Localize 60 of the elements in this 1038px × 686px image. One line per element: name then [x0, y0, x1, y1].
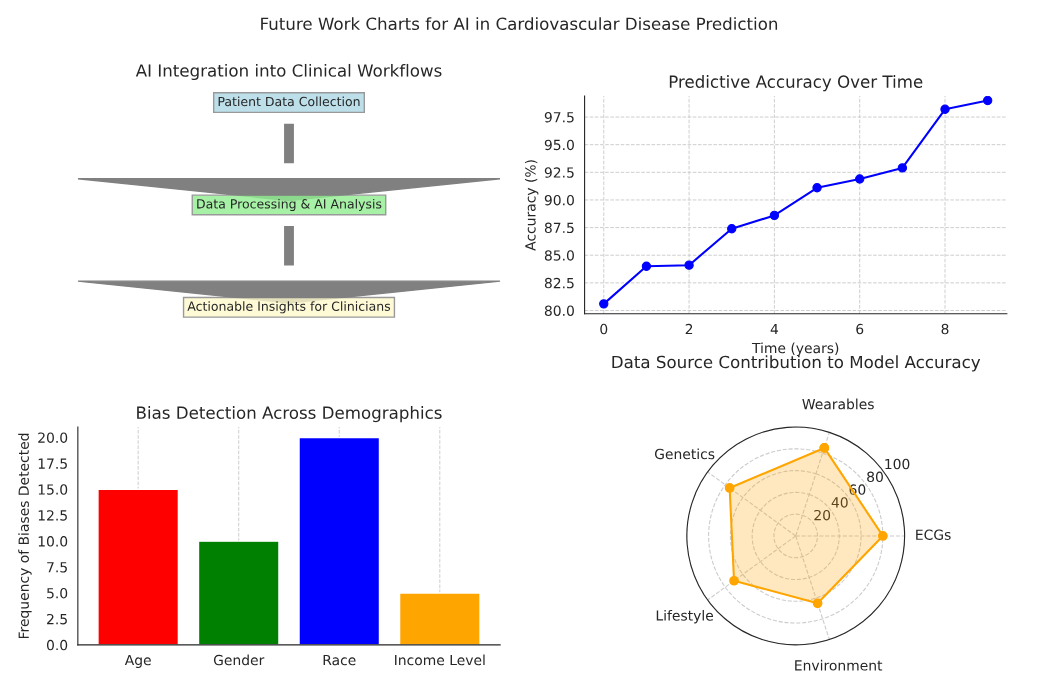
bar [398, 592, 481, 645]
chart-title: Bias Detection Across Demographics [137, 406, 442, 423]
y-tick-label: 100 [885, 458, 910, 470]
y-tick-label: 85.0 [544, 250, 574, 261]
chart-title: Predictive Accuracy Over Time [669, 75, 923, 92]
text: Future Work Charts for AI in Cardiovascular Disease Prediction [261, 17, 778, 31]
text: Actionable Insights for Clinicians [187, 301, 391, 314]
point [684, 260, 694, 270]
spoke-label: Lifestyle [656, 609, 714, 624]
x-tick-label: Gender [213, 654, 265, 666]
y-tick-label: 80.0 [544, 305, 574, 316]
spoke-label: Genetics [654, 448, 715, 460]
y-tick-label: 7.5 [47, 562, 67, 573]
y-tick-label: 40 [831, 497, 848, 508]
y-tick-label: 92.5 [544, 167, 574, 178]
y-axis-title: Accuracy (%) [524, 160, 539, 251]
x-tick-label: Age [124, 654, 151, 668]
y-tick-label: 20.0 [38, 432, 68, 443]
point [855, 174, 865, 184]
spoke-label: ECGs [916, 529, 951, 540]
chart-title: Data Source Contribution to Model Accuracy [612, 355, 981, 372]
y-tick-label: 97.5 [544, 112, 574, 123]
y-axis-title: Frequency of Biases Detected [18, 433, 32, 639]
spoke-label: Wearables [802, 398, 874, 410]
spoke-label: Environment [795, 659, 883, 671]
point [599, 299, 609, 309]
x-tick-label: 8 [941, 323, 949, 335]
y-tick-label: 2.5 [47, 613, 67, 625]
y-tick-label: 90.0 [544, 194, 574, 206]
y-tick-label: 12.5 [38, 510, 67, 521]
x-axis-title: Time (years) [751, 342, 839, 356]
text: Patient Data Collection [218, 96, 360, 107]
point [812, 183, 822, 193]
text: AI Integration into Clinical Workflows [135, 63, 442, 81]
point [897, 163, 908, 173]
y-tick-label: 5.0 [47, 587, 68, 599]
x-tick-label: 2 [685, 323, 693, 335]
point [727, 224, 737, 234]
y-tick-label: 20 [814, 509, 831, 521]
y-tick-label: 15.0 [38, 484, 68, 495]
bar [197, 540, 280, 645]
point [982, 96, 993, 106]
point [641, 261, 652, 271]
point [940, 104, 950, 114]
x-tick-label: 4 [770, 323, 779, 335]
bar [97, 488, 180, 645]
x-tick-label: 0 [600, 323, 608, 335]
text: Data Processing & AI Analysis [197, 198, 382, 211]
y-tick-label: 95.0 [544, 139, 574, 151]
x-tick-label: 6 [856, 323, 864, 335]
point [769, 210, 780, 221]
y-tick-label: 10.0 [38, 536, 68, 547]
y-tick-label: 80 [867, 471, 883, 483]
x-tick-label: Income Level [395, 654, 485, 666]
y-tick-label: 82.5 [544, 277, 574, 289]
y-tick-label: 87.5 [544, 222, 574, 234]
x-tick-label: Race [323, 654, 356, 666]
y-tick-label: 0.0 [46, 639, 68, 651]
bar [298, 436, 381, 645]
y-tick-label: 17.5 [38, 458, 67, 469]
